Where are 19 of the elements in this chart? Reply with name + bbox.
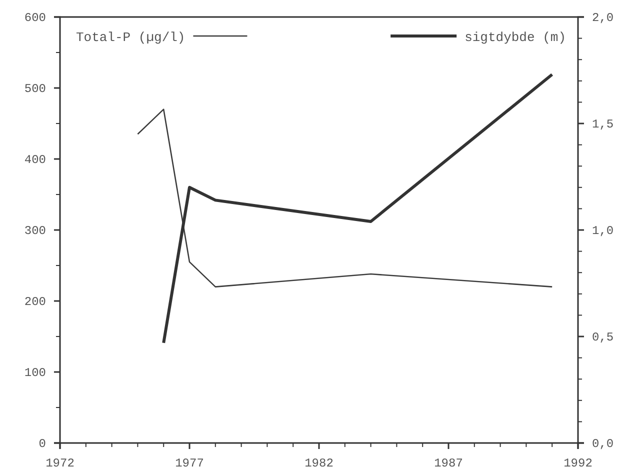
x-tick-label: 1972 [46, 456, 74, 471]
y2-tick-label: 1,5 [592, 117, 614, 132]
x-tick-label: 1977 [175, 456, 204, 471]
y-tick-label: 0 [38, 436, 46, 451]
x-tick-label: 1992 [564, 456, 592, 471]
legend-label: Total-P (µg/l) [76, 30, 186, 45]
y-tick-label: 400 [24, 152, 46, 167]
y-tick-label: 600 [24, 10, 46, 25]
x-tick-label: 1982 [304, 456, 334, 471]
y2-tick-label: 1,0 [592, 224, 614, 238]
y2-tick-label: 0,0 [592, 436, 614, 451]
y-tick-label: 200 [24, 294, 46, 309]
text: sigtdybde (m) [464, 30, 566, 45]
y2-tick-label: 2,0 [592, 10, 614, 25]
y-tick-label: 300 [24, 224, 46, 238]
x-tick-label: 1987 [434, 456, 463, 471]
y-tick-label: 500 [24, 82, 46, 96]
y2-tick-label: 0,5 [592, 330, 614, 344]
y-tick-label: 100 [24, 366, 46, 380]
